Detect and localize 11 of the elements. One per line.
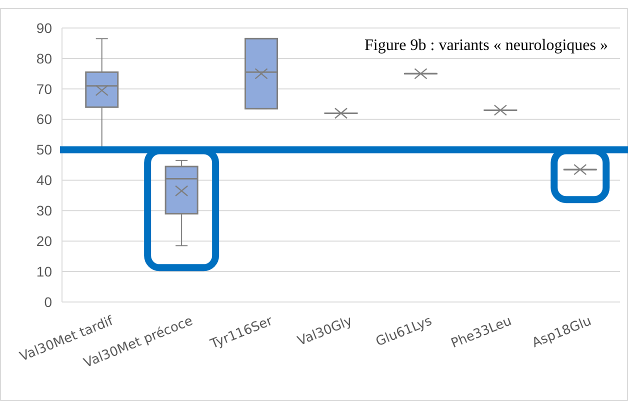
y-tick-label: 20 bbox=[36, 233, 52, 250]
text: Figure 9b : variants « neurologiques » bbox=[364, 37, 608, 54]
y-tick-label: 50 bbox=[36, 142, 52, 158]
y-tick-label: 60 bbox=[36, 111, 52, 128]
y-tick-label: 0 bbox=[44, 294, 52, 310]
y-tick-label: 70 bbox=[36, 80, 52, 97]
y-tick-label: 40 bbox=[36, 172, 52, 188]
y-tick-label: 90 bbox=[36, 20, 52, 36]
y-tick-label: 30 bbox=[36, 202, 52, 219]
y-tick-label: 80 bbox=[36, 50, 52, 66]
y-tick-label: 10 bbox=[36, 263, 52, 280]
